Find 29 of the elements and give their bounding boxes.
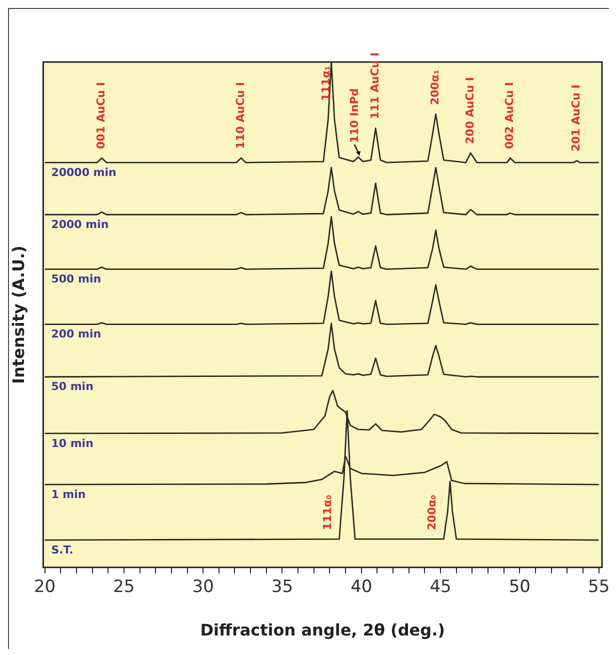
annotation: 002 AuCu I xyxy=(503,82,516,150)
annotation: 200α₀ xyxy=(425,494,438,530)
annotation: 111α₀ xyxy=(321,494,334,530)
annotation: 110 InPd xyxy=(348,88,362,144)
x-tick-label: 55 xyxy=(588,577,610,598)
annotation: 111α₁ xyxy=(319,65,332,102)
series-label: 50 min xyxy=(51,380,94,394)
series-label: S.T. xyxy=(51,543,74,556)
y-axis-title: Intensity (A.U.) xyxy=(8,246,28,384)
series-label: 2000 min xyxy=(51,218,109,231)
x-tick-label: 45 xyxy=(430,577,452,598)
x-tick-label: 25 xyxy=(113,577,135,598)
series-label: 1 min xyxy=(51,488,86,501)
x-tick-label: 40 xyxy=(350,577,372,598)
series-label: 200 min xyxy=(51,328,102,341)
series-label: 10 min xyxy=(51,436,94,450)
x-tick-label: 35 xyxy=(271,577,294,598)
annotation: 110 AuCu I xyxy=(234,82,247,150)
x-axis-title: Diffraction angle, 2θ (deg.) xyxy=(200,620,445,640)
annotation: 200α₁ xyxy=(428,70,442,106)
annotation: 111 AuCu I xyxy=(368,52,382,120)
series-label: 20000 min xyxy=(51,166,116,179)
annotation: 001 AuCu I xyxy=(94,82,108,150)
annotation: 200 AuCu I xyxy=(463,77,476,144)
annotation: 201 AuCu I xyxy=(570,84,583,152)
series-label: 500 min xyxy=(51,272,102,286)
x-tick-label: 20 xyxy=(34,577,56,598)
x-tick-label: 50 xyxy=(508,577,531,598)
x-tick-label: 30 xyxy=(192,577,214,598)
